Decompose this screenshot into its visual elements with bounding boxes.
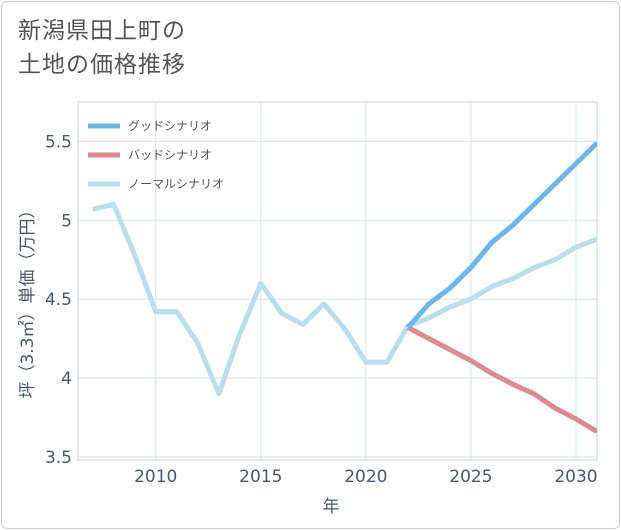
y-tick-label: 5	[61, 211, 72, 231]
x-tick-label: 2010	[134, 467, 177, 487]
chart-title-line-2: 土地の価格推移	[18, 52, 186, 78]
grid	[78, 102, 597, 460]
chart-title: 新潟県田上町の 土地の価格推移	[18, 14, 186, 82]
x-tick-label: 2025	[449, 467, 492, 487]
legend-label: バッドシナリオ	[128, 148, 212, 162]
series-lines	[92, 141, 597, 434]
x-tick-label: 2030	[554, 467, 597, 487]
x-tick-label: 2020	[344, 467, 387, 487]
y-tick-label: 5.5	[45, 132, 72, 152]
x-tick-label: 2015	[239, 467, 282, 487]
y-tick-label: 4	[61, 369, 72, 389]
legend-label: ノーマルシナリオ	[128, 177, 224, 191]
y-tick-label: 3.5	[45, 448, 72, 468]
x-axis-label: 年	[323, 497, 340, 517]
series-line-3	[92, 202, 597, 397]
series-line-1	[406, 141, 597, 330]
y-axis-label: 坪（3.3㎡）単価（万円）	[18, 201, 38, 398]
chart-title-line-1: 新潟県田上町の	[18, 18, 186, 44]
series-line-2	[406, 325, 597, 434]
legend-label: グッドシナリオ	[128, 119, 212, 133]
y-tick-label: 4.5	[45, 290, 72, 310]
tick-labels: 2010 2015 2020 2025 2030 3.5 4 4.5 5 5.5	[45, 132, 598, 487]
